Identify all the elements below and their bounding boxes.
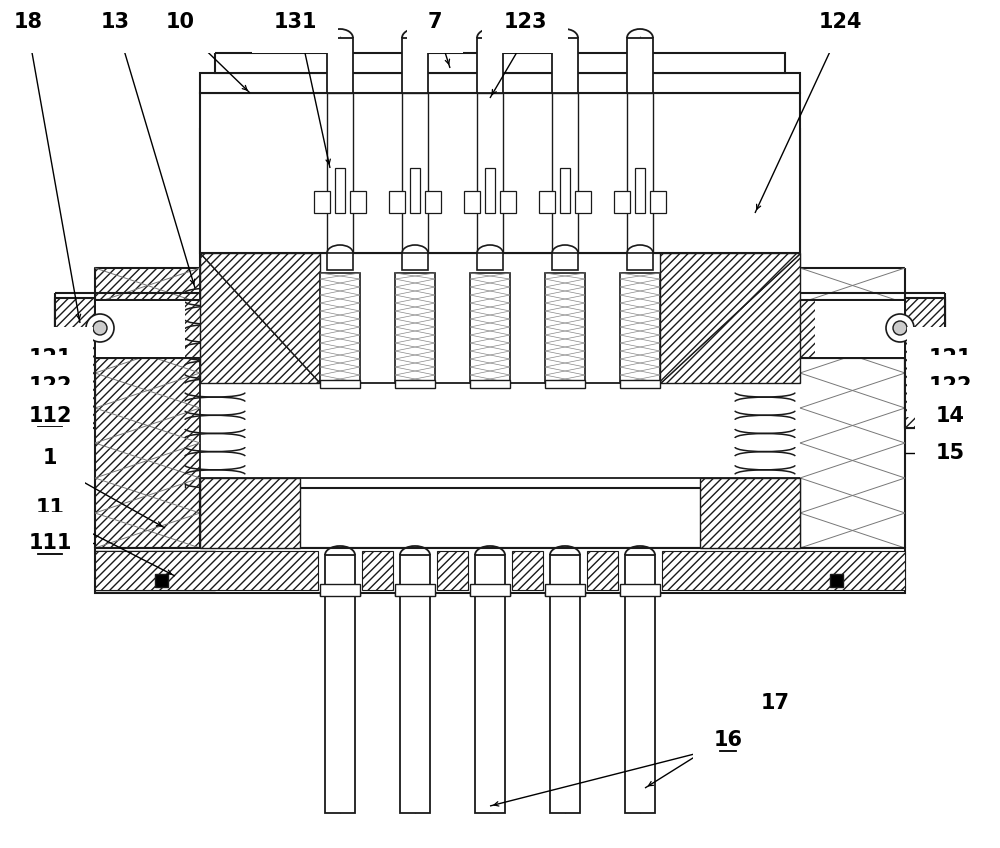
Bar [625, 555, 655, 813]
Bar [389, 191, 405, 213]
Bar [402, 253, 428, 270]
Bar [620, 380, 660, 388]
Circle shape [86, 314, 114, 342]
Bar [402, 38, 428, 93]
Bar [477, 38, 503, 93]
Bar [485, 168, 495, 213]
Text: 1: 1 [43, 448, 57, 468]
Circle shape [93, 321, 107, 335]
Text: 11: 11 [36, 498, 64, 518]
Bar [400, 555, 430, 813]
Bar [552, 93, 578, 253]
Text: 10: 10 [166, 12, 194, 32]
Bar [760, 300, 945, 358]
Bar [627, 38, 653, 93]
Bar [470, 584, 510, 596]
Bar [335, 168, 345, 213]
Bar [325, 555, 355, 813]
Bar [95, 551, 318, 590]
Bar [320, 584, 360, 596]
Bar [327, 38, 353, 93]
Bar [470, 380, 510, 388]
Bar [464, 191, 480, 213]
Bar [437, 551, 468, 590]
Bar [627, 93, 653, 253]
Bar [545, 380, 585, 388]
Text: 111: 111 [28, 533, 72, 553]
Bar [575, 191, 591, 213]
Bar [327, 253, 353, 270]
Bar [614, 191, 630, 213]
Text: 15: 15 [935, 443, 965, 463]
Bar [620, 584, 660, 596]
Bar [55, 300, 240, 358]
Bar [95, 268, 200, 548]
Bar [320, 273, 360, 383]
Bar [477, 93, 503, 253]
Bar [700, 478, 800, 548]
Text: 112: 112 [28, 406, 72, 426]
Bar [95, 551, 215, 590]
Bar [500, 191, 516, 213]
Polygon shape [660, 253, 800, 383]
Bar [552, 38, 578, 93]
Bar [830, 574, 843, 587]
Polygon shape [200, 253, 320, 383]
Bar [560, 168, 570, 213]
Bar [620, 273, 660, 383]
Bar [545, 273, 585, 383]
Bar [314, 191, 330, 213]
Bar [635, 168, 645, 213]
Polygon shape [660, 253, 800, 383]
Text: 18: 18 [14, 12, 42, 32]
Bar [512, 551, 543, 590]
Text: 122: 122 [28, 376, 72, 396]
Bar [410, 168, 420, 213]
Bar [587, 551, 618, 590]
Text: 121: 121 [28, 348, 72, 368]
Bar [650, 191, 666, 213]
Bar [200, 478, 300, 548]
Bar [539, 191, 555, 213]
Bar [815, 301, 904, 357]
Bar [155, 574, 168, 587]
Bar [425, 191, 441, 213]
Text: 17: 17 [761, 693, 790, 713]
Bar [55, 298, 95, 428]
Text: 123: 123 [503, 12, 547, 32]
Bar [320, 380, 360, 388]
Bar [905, 298, 945, 428]
Polygon shape [200, 253, 320, 383]
Bar [200, 93, 800, 253]
Bar [470, 273, 510, 383]
Bar [95, 548, 905, 593]
Bar [475, 555, 505, 813]
Bar [395, 273, 435, 383]
Bar [395, 584, 435, 596]
Text: 16: 16 [714, 730, 742, 750]
Text: 124: 124 [818, 12, 862, 32]
Bar [327, 93, 353, 253]
Circle shape [886, 314, 914, 342]
Bar [350, 191, 366, 213]
Bar [395, 380, 435, 388]
Bar [550, 555, 580, 813]
Text: 122: 122 [928, 376, 972, 396]
Bar [545, 584, 585, 596]
Circle shape [893, 321, 907, 335]
Bar [96, 301, 185, 357]
Bar [402, 93, 428, 253]
Bar [200, 73, 800, 93]
Text: 14: 14 [936, 406, 964, 426]
Bar [552, 253, 578, 270]
Text: 13: 13 [100, 12, 130, 32]
Bar [477, 253, 503, 270]
Bar [362, 551, 393, 590]
Text: 7: 7 [428, 12, 442, 32]
Bar [215, 53, 785, 73]
Text: 131: 131 [273, 12, 317, 32]
Bar [627, 253, 653, 270]
Text: 121: 121 [928, 348, 972, 368]
Bar [662, 551, 905, 590]
